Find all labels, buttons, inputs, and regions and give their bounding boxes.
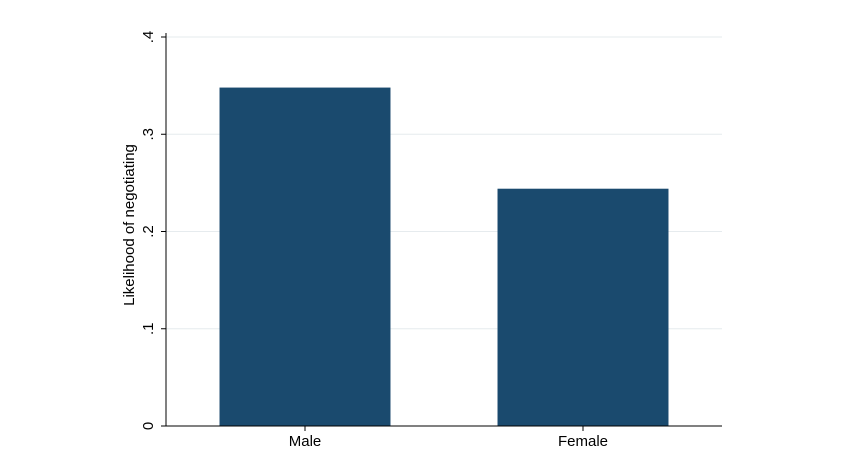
y-tick-label: .1 (140, 322, 157, 335)
x-tick-label-male: Male (289, 433, 322, 450)
bar-female (497, 188, 669, 426)
bars (219, 87, 669, 426)
y-tick-labels: 0 .1 .2 .3 .4 (140, 31, 157, 430)
y-tick-label: .4 (140, 31, 157, 44)
y-tick-label: 0 (140, 422, 157, 430)
y-tick-label: .2 (140, 225, 157, 238)
x-tick-label-female: Female (558, 433, 608, 450)
y-tick-label: .3 (140, 128, 157, 141)
axes (161, 33, 722, 431)
bar-male (219, 87, 391, 426)
x-tick-labels: Male Female (289, 433, 608, 450)
y-axis-title: Likelihood of negotiating (121, 144, 138, 306)
